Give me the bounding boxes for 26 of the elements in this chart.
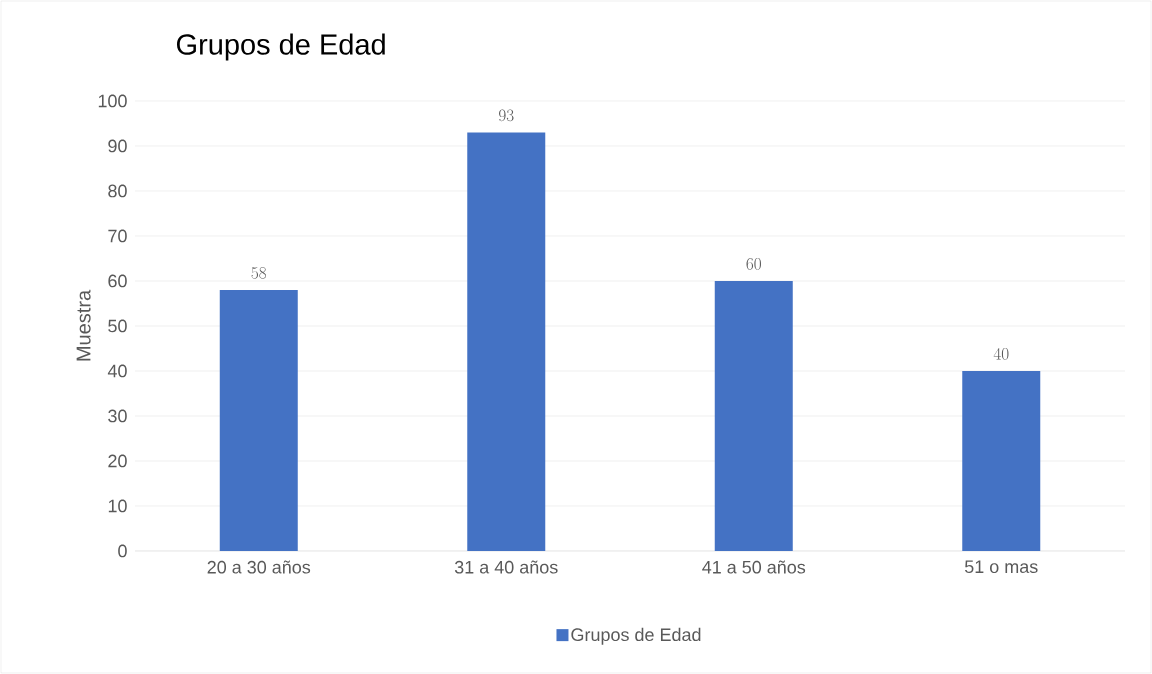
y-tick-label: 10 [108,499,127,513]
x-tick-label: 20 a 30 años [207,560,311,574]
y-tick-label: 40 [107,364,127,378]
bar [714,280,793,551]
x-tick-label: 41 a 50 años [702,560,806,574]
bar [219,289,298,551]
bar [467,132,546,551]
x-tick-label: 51 o mas [964,560,1038,574]
legend-label: Grupos de Edad [571,627,701,645]
x-tick-label: 31 a 40 años [454,560,558,574]
y-tick-label: 50 [108,319,127,333]
y-tick-label: 0 [118,544,127,558]
y-tick-label: 100 [98,94,127,108]
y-tick-label: 90 [108,139,127,153]
chart-title: Grupos de Edad [176,33,385,61]
y-tick-label: 70 [108,229,127,243]
y-tick-label: 30 [108,409,127,423]
bar [962,370,1041,551]
data-label: 60 [746,258,761,270]
data-label: 58 [251,267,267,279]
y-axis-title: Muestra [76,289,91,361]
y-tick-label: 60 [108,274,127,288]
data-label: 93 [499,109,514,122]
data-label: 40 [993,347,1009,360]
y-tick-label: 80 [108,184,127,198]
y-tick-label: 20 [108,454,127,468]
